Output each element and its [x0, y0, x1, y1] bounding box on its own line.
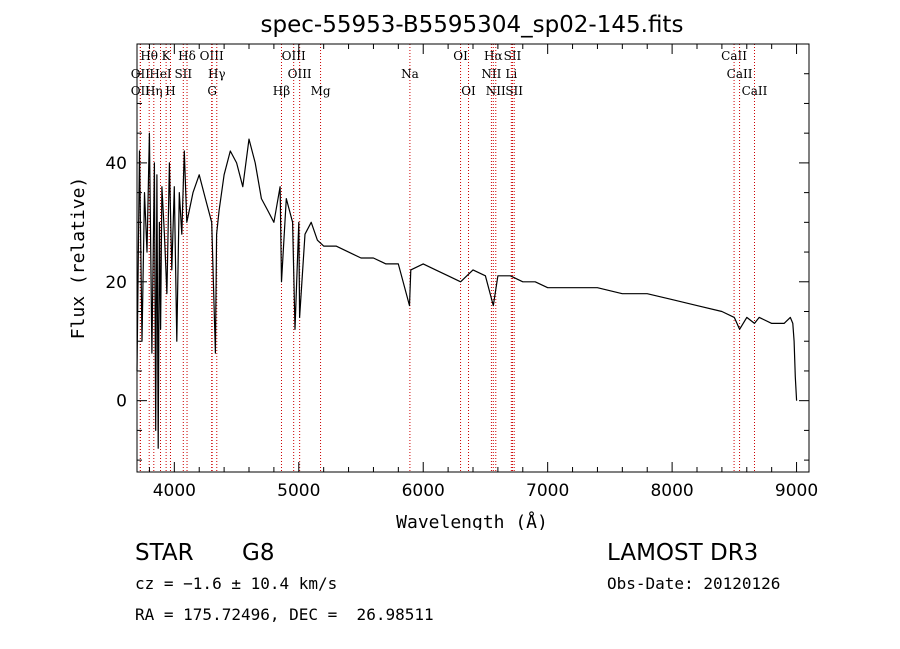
y-tick-label: 40 [105, 154, 127, 174]
x-tick-label: 7000 [526, 481, 569, 501]
chart-title: spec-55953-B5595304_sp02-145.fits [261, 12, 684, 38]
line-marker-label-7: SII [174, 67, 192, 81]
line-marker-label-17: OI [453, 49, 468, 63]
spectrum-chart: spec-55953-B5595304_sp02-145.fits OII OII… [68, 12, 818, 530]
line-marker-label-23: Li [505, 67, 517, 81]
plot-frame [136, 43, 810, 473]
line-marker-label-20: NII [481, 67, 501, 81]
line-marker-label-22: SII [504, 49, 522, 63]
line-marker-label-3: Hη [145, 84, 163, 98]
line-marker-label-25: CaII [721, 49, 747, 63]
line-marker-label-15: Mg [311, 84, 331, 98]
subclass: G8 [242, 540, 275, 566]
survey-name: LAMOST DR3 [607, 540, 759, 566]
line-marker-label-11: G [207, 84, 217, 98]
line-markers: OIIOIIHθHηHeIKHSIIHδOIIIHγGHβOIIIOIIIMgN… [131, 44, 768, 472]
line-marker-label-2: Hθ [140, 49, 158, 63]
line-marker-label-4: HeI [149, 67, 172, 81]
y-axis-label: Flux (relative) [68, 177, 89, 340]
line-marker-label-18: OI [461, 84, 476, 98]
line-marker-label-27: CaII [742, 84, 768, 98]
x-tick-label: 6000 [402, 481, 445, 501]
line-marker-label-24: SII [505, 84, 523, 98]
y-tick-label: 20 [105, 273, 127, 293]
spectrum-series [136, 132, 798, 449]
x-axis-label: Wavelength (Å) [396, 511, 548, 530]
line-marker-label-8: Hδ [178, 49, 196, 63]
x-tick-label: 8000 [650, 481, 693, 501]
coordinates: RA = 175.72496, DEC = 26.98511 [135, 605, 434, 624]
x-tick-label: 5000 [277, 481, 320, 501]
obs-date: Obs-Date: 20120126 [607, 574, 781, 593]
line-marker-label-13: OIII [282, 49, 306, 63]
x-tick-label: 4000 [153, 481, 196, 501]
line-marker-label-10: Hγ [208, 67, 226, 81]
line-marker-label-26: CaII [727, 67, 753, 81]
redshift-cz: cz = −1.6 ± 10.4 km/s [135, 574, 338, 593]
line-marker-label-1: OII [131, 84, 151, 98]
line-marker-label-14: OIII [288, 67, 312, 81]
object-class: STAR [135, 540, 194, 566]
x-tick-label: 9000 [775, 481, 818, 501]
spectrum-line [136, 132, 798, 449]
line-marker-label-16: Na [401, 67, 419, 81]
line-marker-label-5: K [162, 49, 172, 63]
axes: 4000 5000 6000 7000 8000 9000 0 20 40 [105, 44, 818, 501]
line-marker-label-21: NII [486, 84, 506, 98]
line-marker-label-19: Hα [484, 49, 503, 63]
y-tick-label: 0 [116, 392, 127, 412]
line-marker-label-6: H [165, 84, 175, 98]
line-marker-label-12: Hβ [273, 84, 290, 98]
